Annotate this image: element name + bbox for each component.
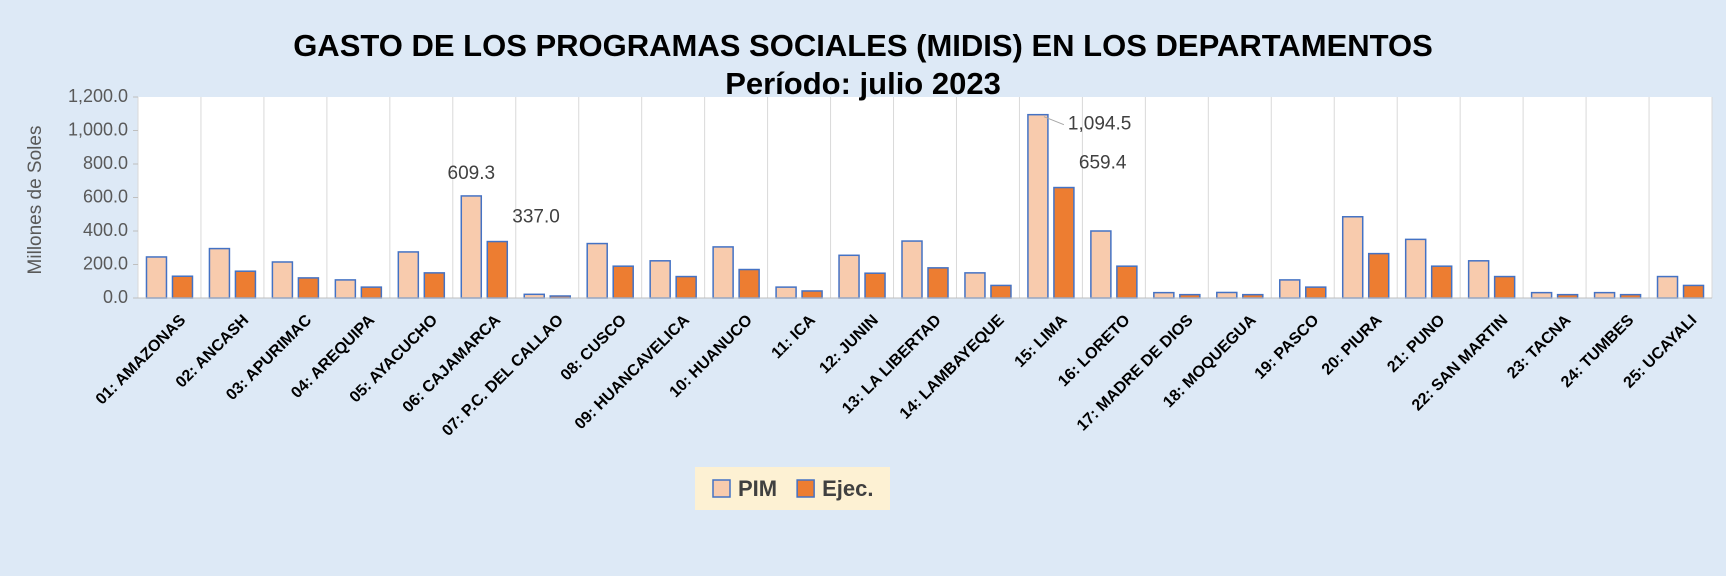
bar [1305,286,1327,299]
bar [271,261,294,299]
bar [649,260,671,299]
bar [586,242,608,299]
bar [1090,230,1112,299]
legend-swatch [796,479,815,498]
bar [675,275,697,299]
y-tick-label: 800.0 [83,153,128,173]
y-tick-label: 0.0 [103,287,128,307]
bar [1530,291,1553,299]
bar [801,290,823,299]
bar [360,286,383,299]
bar [1116,265,1138,299]
bar [927,267,949,299]
bar [1279,279,1301,299]
bar [1656,275,1679,299]
bar [234,270,257,299]
bar [1430,265,1453,299]
y-tick-label: 1,200.0 [68,86,128,106]
bar [1216,291,1238,299]
bar [297,277,320,299]
bar [775,286,797,299]
chart-subtitle: Período: julio 2023 [725,66,1001,101]
y-tick-label: 400.0 [83,220,128,240]
legend-label: Ejec. [822,476,873,501]
bar [334,279,357,299]
y-tick-label: 200.0 [83,253,128,273]
data-label: 1,094.5 [1068,114,1131,135]
y-tick-label: 1,000.0 [68,119,128,139]
bar [460,195,483,299]
bar [1593,291,1616,299]
bar [1053,186,1075,299]
bar [171,275,194,299]
legend-swatch [712,479,731,498]
bar [523,293,545,299]
bar [1027,113,1049,299]
bar [208,247,231,299]
data-label: 609.3 [448,163,496,184]
bar [990,284,1012,299]
data-label: 659.4 [1079,153,1127,174]
bar [1153,291,1175,299]
bar [964,272,986,299]
y-axis-title: Millones de Soles [25,126,46,275]
bar [864,272,886,299]
bar [612,265,634,299]
chart-title: GASTO DE LOS PROGRAMAS SOCIALES (MIDIS) … [293,28,1433,63]
bar [1179,293,1201,299]
legend-label: PIM [738,476,777,501]
bar [145,256,168,299]
leader-line [1043,116,1065,126]
bar [738,268,760,299]
bar [1242,293,1264,299]
bar [1556,293,1579,299]
bar [397,251,420,299]
bar [838,254,860,299]
bar [423,272,446,299]
bar [1493,275,1516,299]
bar [1367,252,1390,299]
bar [1341,216,1364,299]
data-label: 337.0 [512,207,560,228]
bar [1682,284,1705,299]
bar [901,240,923,299]
bar [1467,260,1490,299]
bar [1404,238,1427,299]
bar [1619,293,1642,299]
bar [712,246,734,299]
bar [486,240,509,299]
y-tick-label: 600.0 [83,186,128,206]
